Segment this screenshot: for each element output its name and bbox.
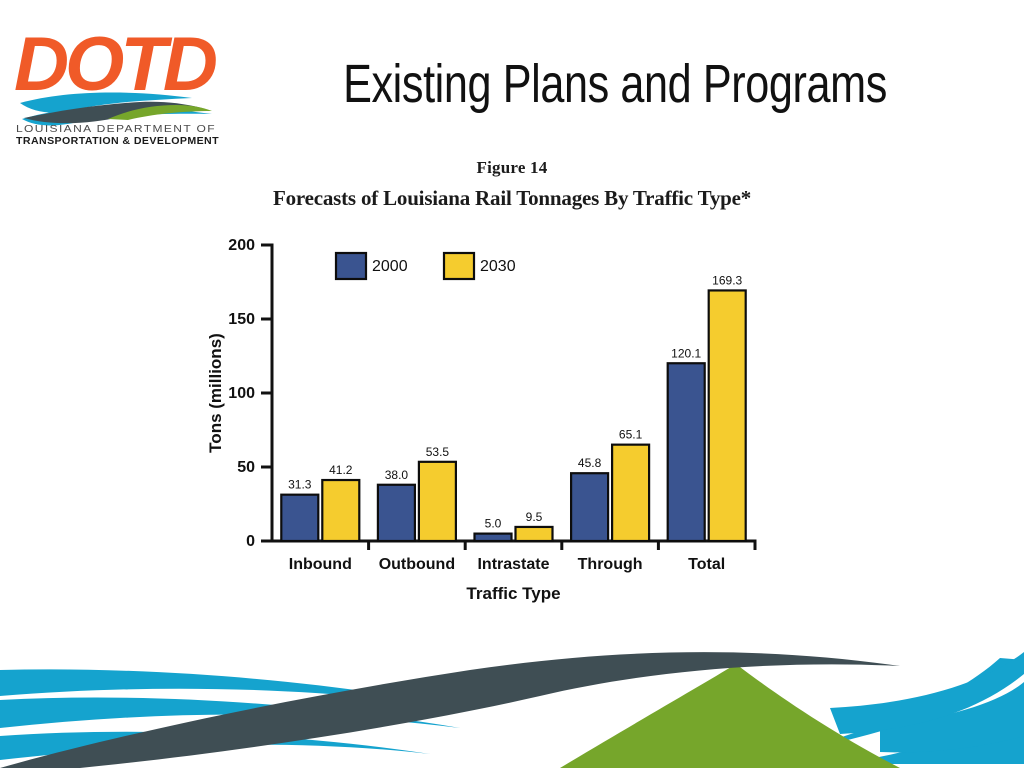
logo-swoosh-icon: [20, 92, 212, 126]
y-axis-tick-label: 100: [228, 385, 255, 402]
y-axis-title: Tons (millions): [206, 333, 225, 453]
footer-wave-right-2: [840, 704, 1024, 764]
page-title: Existing Plans and Programs: [343, 54, 887, 114]
bar-inbound-2030: [321, 478, 361, 543]
bar-intrastate-2000: [473, 532, 513, 543]
dotd-logo: DOTD LOUISIANA DEPARTMENT OF TRANSPORTAT…: [12, 18, 227, 146]
bar-value-label: 38.0: [385, 468, 409, 482]
bar-outbound-2000: [376, 483, 416, 543]
logo-line2: TRANSPORTATION & DEVELOPMENT: [16, 135, 219, 146]
legend-label-2000: 2000: [372, 258, 408, 275]
logo-line1: LOUISIANA DEPARTMENT OF: [16, 123, 216, 135]
footer-wave-right-3: [880, 682, 1024, 753]
bar-intrastate-2030: [514, 525, 554, 543]
footer-decoration: [0, 608, 1024, 768]
x-axis-category-label: Outbound: [379, 556, 455, 573]
figure-number: Figure 14: [476, 158, 548, 177]
bar-value-label: 31.3: [288, 478, 312, 492]
bar-value-label: 41.2: [329, 463, 353, 477]
bar-through-2030: [610, 443, 651, 543]
bar-value-label: 169.3: [712, 273, 742, 287]
bar-value-label: 45.8: [578, 456, 602, 470]
x-axis-category-label: Inbound: [289, 556, 352, 573]
y-axis-tick-label: 200: [228, 237, 255, 254]
bar-outbound-2030: [417, 460, 457, 543]
footer-wave-right-4: [830, 652, 1024, 734]
x-axis-category-label: Through: [578, 556, 643, 573]
bar-value-label: 5.0: [485, 517, 502, 531]
footer-wave-left-2: [0, 697, 460, 728]
footer-wave-left-3: [0, 731, 430, 760]
footer-green-hill: [560, 664, 900, 768]
y-axis-tick-label: 0: [246, 533, 255, 550]
legend-swatch-2030: [442, 251, 476, 281]
bar-value-label: 9.5: [526, 510, 543, 524]
x-axis-title: Traffic Type: [466, 584, 560, 603]
bar-value-label: 65.1: [619, 428, 643, 442]
footer-road: [0, 652, 900, 768]
bar-chart: 0 50 100 150 200 Tons (millions) 31.3 41.2 Inbou…: [0, 158, 1024, 608]
bar-total-2000: [666, 362, 706, 543]
bar-through-2000: [569, 472, 610, 543]
bar-value-label: 120.1: [671, 346, 701, 360]
legend-swatch-2000: [334, 251, 368, 281]
legend-label-2030: 2030: [480, 258, 516, 275]
y-axis-tick-label: 150: [228, 311, 255, 328]
bar-value-label: 53.5: [426, 445, 450, 459]
x-axis-category-label: Total: [688, 556, 725, 573]
y-axis-tick-label: 50: [237, 459, 255, 476]
x-axis-category-label: Intrastate: [477, 556, 549, 573]
bar-inbound-2000: [280, 493, 320, 543]
figure-container: Figure 14 Forecasts of Louisiana Rail To…: [0, 158, 1024, 608]
bar-total-2030: [707, 289, 747, 543]
figure-title: Forecasts of Louisiana Rail Tonnages By …: [272, 186, 752, 210]
footer-wave-left-1: [0, 669, 470, 708]
